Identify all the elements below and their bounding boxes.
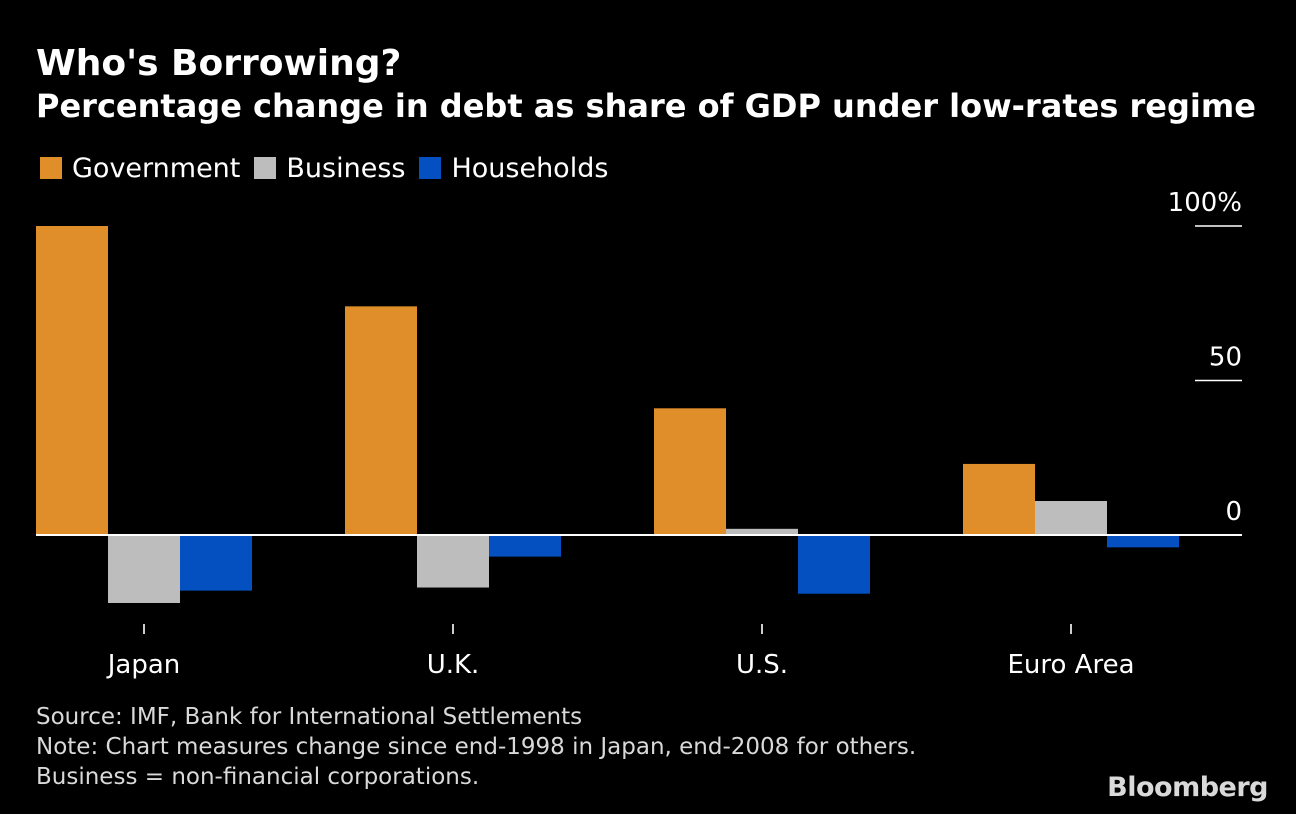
bar-households-u-s [798, 535, 870, 594]
business-definition-note: Business = non-financial corporations. [36, 764, 480, 790]
x-tick-label-euro-area: Euro Area [1007, 650, 1134, 680]
footer-notes: Source: IMF, Bank for International Sett… [36, 702, 916, 792]
bar-business-u-s [726, 528, 798, 535]
source-note: Source: IMF, Bank for International Sett… [36, 704, 583, 730]
chart-subtitle: Percentage change in debt as share of GD… [36, 87, 1256, 125]
chart-note: Note: Chart measures change since end-19… [36, 734, 917, 760]
bar-households-japan [180, 535, 252, 591]
legend: Government Business Households [40, 148, 622, 188]
bar-government-u-k [345, 306, 417, 535]
bar-government-u-s [654, 408, 726, 535]
y-tick-label-100: 100% [1168, 188, 1242, 218]
bar-business-japan [108, 535, 180, 603]
legend-label-households: Households [451, 152, 609, 184]
bar-households-euro-area [1107, 535, 1179, 548]
legend-swatch-households [419, 157, 442, 179]
bar-government-euro-area [963, 463, 1035, 535]
legend-label-business: Business [286, 152, 406, 184]
y-tick-label-0: 0 [1225, 497, 1242, 527]
chart-title: Who's Borrowing? [36, 43, 402, 84]
legend-item-households: Households [419, 153, 608, 184]
legend-item-government: Government [40, 153, 240, 184]
bar-households-u-k [489, 535, 561, 557]
x-tick-label-u-s: U.S. [736, 650, 788, 680]
legend-swatch-business [254, 157, 277, 179]
bar-government-japan [36, 226, 108, 535]
y-tick-label-50: 50 [1209, 343, 1242, 373]
x-tick-label-japan: Japan [106, 650, 181, 680]
legend-label-government: Government [72, 152, 241, 184]
bar-business-euro-area [1035, 501, 1107, 535]
bar-business-u-k [417, 535, 489, 588]
x-tick-label-u-k: U.K. [427, 650, 480, 680]
legend-item-business: Business [254, 153, 405, 184]
bloomberg-logo: Bloomberg [1107, 772, 1268, 803]
legend-swatch-government [40, 157, 62, 179]
